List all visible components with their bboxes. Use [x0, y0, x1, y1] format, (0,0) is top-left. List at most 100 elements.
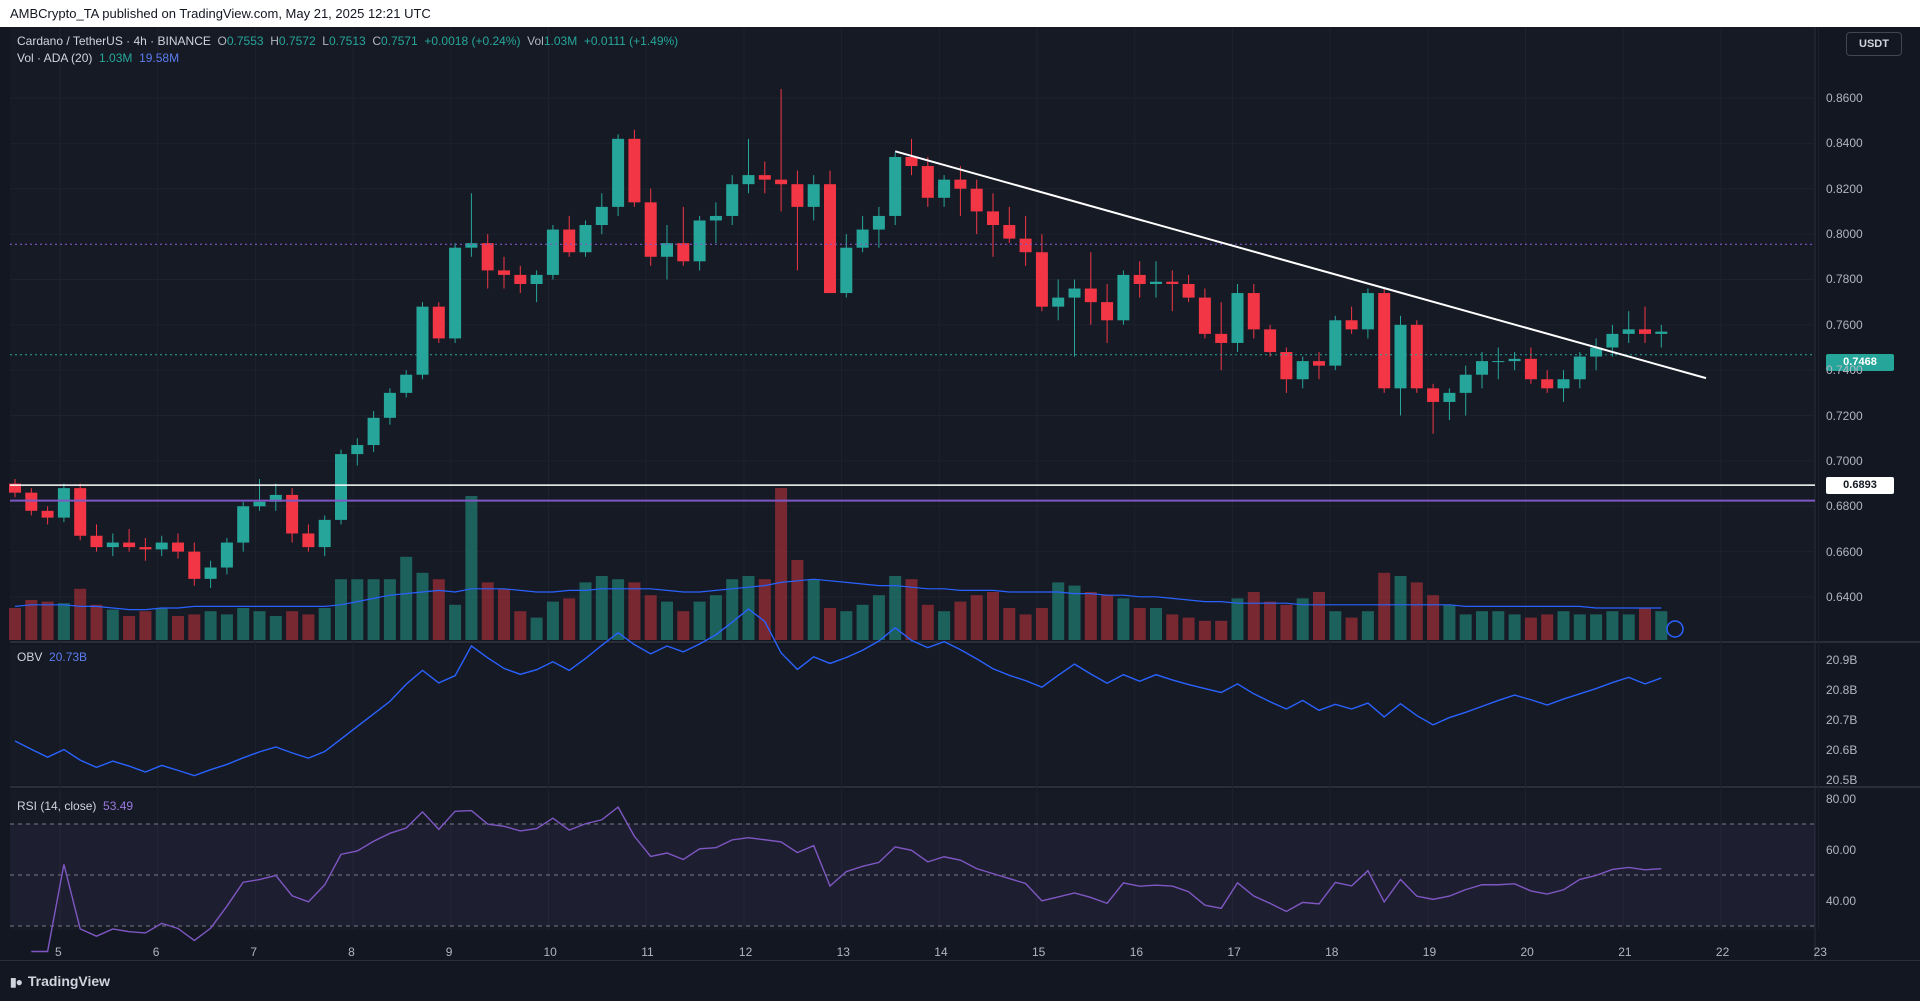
volume-bar [123, 616, 136, 640]
candle-body [1639, 329, 1651, 334]
volume-legend: Vol · ADA (20) 1.03M 19.58M [17, 51, 179, 65]
volume-bar [1345, 617, 1358, 640]
candle-body [400, 374, 413, 393]
candle-body [840, 247, 853, 294]
volume-bar [709, 595, 722, 640]
time-tick-label: 14 [934, 945, 948, 959]
rsi-label: RSI (14, close) [17, 799, 97, 813]
volume-bar [1084, 592, 1097, 640]
time-tick-label: 6 [152, 945, 160, 959]
candle-body [465, 243, 478, 248]
publish-bar: AMBCrypto_TA published on TradingView.co… [0, 0, 1920, 27]
volume-bar [1427, 595, 1440, 640]
time-tick-label: 21 [1618, 945, 1632, 959]
volume-bar [25, 600, 38, 640]
volume-bar [1247, 592, 1260, 640]
volume-bar [758, 579, 771, 640]
volume-bar [1166, 614, 1179, 640]
volume-bar [1150, 608, 1162, 640]
obv-line [14, 608, 1662, 777]
candle-body [644, 202, 657, 257]
currency-badge[interactable]: USDT [1846, 32, 1902, 56]
volume-bar [970, 595, 983, 640]
candle-body [25, 492, 38, 511]
time-tick-label: 20 [1520, 945, 1534, 959]
rsi-tick-label: 60.00 [1826, 842, 1857, 857]
candle-body [1003, 225, 1016, 239]
volume-bar [106, 609, 119, 640]
volume-bar [335, 579, 347, 640]
volume-bar [237, 608, 250, 640]
volume-bar [530, 617, 543, 640]
candle-body [188, 551, 201, 579]
obv-legend: OBV 20.73B [17, 650, 87, 664]
candle-body [889, 156, 902, 216]
volume-bar [41, 601, 54, 640]
candle-body [612, 138, 625, 207]
volume-bar [1508, 614, 1521, 640]
volume-bar [677, 611, 690, 640]
candle-body [1606, 333, 1619, 348]
last-price-tag: 0.7468 [1826, 354, 1894, 371]
candle-body [498, 270, 510, 275]
volume-bar [220, 614, 233, 640]
volume-bar [1296, 598, 1309, 640]
candle-body [1215, 333, 1228, 343]
pair-title: Cardano / TetherUS · 4h · BINANCE [17, 34, 211, 48]
candle-body [921, 166, 934, 198]
candle-body [726, 184, 739, 216]
time-tick-label: 9 [445, 945, 453, 959]
volume-bar [1231, 598, 1244, 640]
volume-bar [253, 611, 266, 640]
tradingview-logo[interactable]: ▮● TradingView [10, 973, 110, 989]
publish-info: AMBCrypto_TA published on TradingView.co… [10, 6, 431, 21]
volume-bar [1052, 582, 1065, 640]
candle-body [1019, 238, 1032, 253]
tradingview-brand: TradingView [27, 973, 111, 989]
volume-bar [286, 611, 299, 640]
obv-tick-label: 20.8B [1826, 683, 1858, 697]
volume-ma-value: 19.58M [139, 51, 180, 65]
volume-bar [1378, 572, 1391, 640]
candle-body [220, 542, 233, 568]
vol-value: 1.03M [543, 34, 578, 48]
candle-body [595, 206, 608, 226]
candle-body [628, 138, 641, 203]
volume-bar [9, 608, 21, 640]
candle-body [106, 542, 119, 548]
candle-body [1476, 361, 1488, 375]
candle-body [1280, 352, 1293, 380]
candle-body [709, 215, 722, 221]
volume-bar [367, 579, 380, 640]
candle-body [1443, 392, 1456, 402]
volume-bar [1101, 595, 1114, 640]
candle-body [253, 501, 266, 507]
volume-bar [1524, 617, 1537, 640]
volume-bar [1133, 608, 1146, 640]
volume-bar [1606, 611, 1619, 640]
candle-body [123, 542, 136, 548]
candle-body [449, 247, 462, 339]
volume-bar [1198, 620, 1211, 640]
volume-bar [1622, 614, 1635, 640]
candle-body [237, 506, 250, 543]
candle-body [1378, 293, 1391, 389]
chart-canvas[interactable] [0, 27, 1920, 960]
candle-body [1622, 329, 1635, 334]
volume-bar [1068, 585, 1081, 640]
price-tick-label: 0.7400 [1826, 363, 1863, 378]
rsi-band [10, 824, 1815, 926]
time-tick-label: 12 [738, 945, 753, 959]
price-tick-label: 0.7000 [1826, 453, 1863, 468]
candle-body [579, 225, 592, 253]
candle-body [1459, 374, 1472, 393]
candle-body [1313, 361, 1325, 366]
candle-body [1150, 281, 1162, 284]
candle-body [1068, 288, 1081, 298]
price-tick-label: 0.6600 [1826, 544, 1863, 559]
candle-body [807, 184, 820, 207]
candle-body [432, 306, 445, 339]
time-tick-label: 17 [1227, 945, 1241, 959]
volume-bar [1639, 608, 1651, 640]
price-tick-label: 0.8200 [1826, 181, 1863, 196]
